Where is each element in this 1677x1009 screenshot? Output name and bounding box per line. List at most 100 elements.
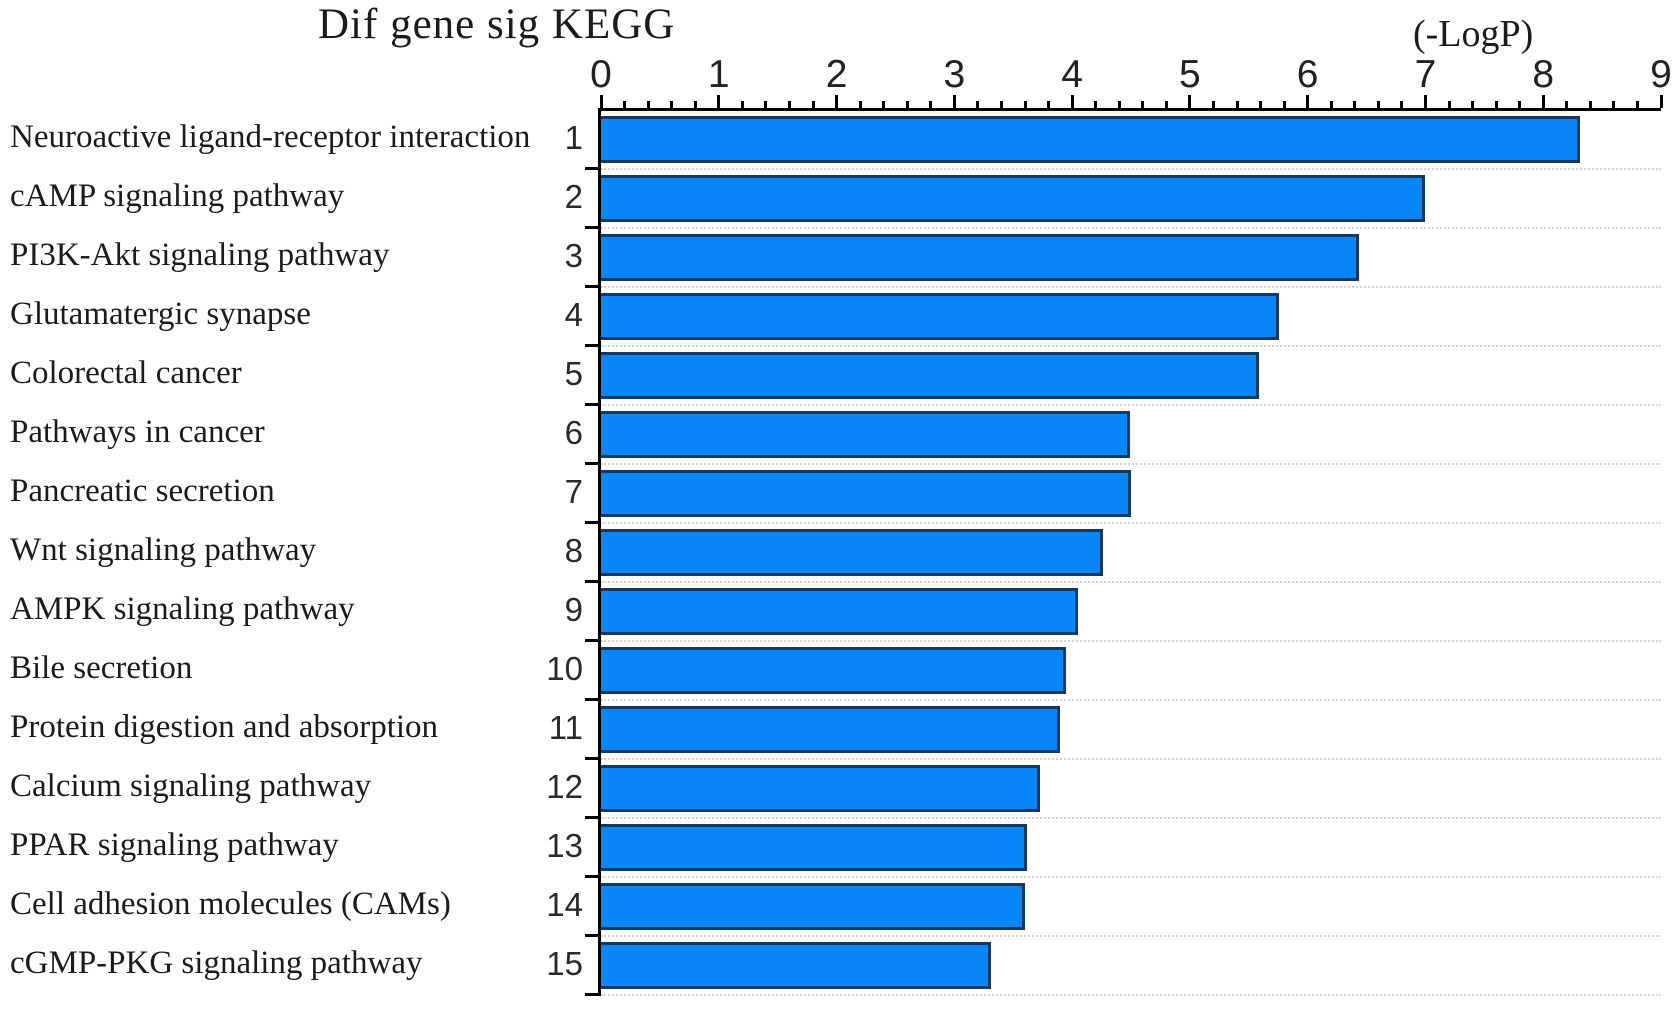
x-minor-tick: [623, 101, 627, 108]
x-minor-tick: [1565, 101, 1569, 108]
y-axis-row-tick: [585, 993, 598, 996]
rank-number: 11: [548, 708, 583, 746]
x-minor-tick: [1400, 101, 1404, 108]
x-tick-label: 2: [825, 53, 848, 96]
rank-number: 14: [546, 885, 583, 923]
bar-3: [601, 234, 1360, 281]
category-label: cAMP signaling pathway: [10, 178, 345, 215]
plot-area: 0 1 2 3 4 5 6 7 8 9: [585, 55, 1672, 996]
x-minor-tick: [1023, 101, 1027, 108]
rank-number: 15: [546, 944, 583, 982]
bar-2: [601, 175, 1426, 222]
bar-15: [601, 942, 991, 989]
rank-number: 6: [564, 413, 583, 451]
category-label: PI3K-Akt signaling pathway: [10, 237, 390, 274]
x-tick-label: 0: [590, 53, 612, 96]
y-axis-row-tick: [585, 580, 598, 583]
x-minor-tick: [670, 101, 674, 108]
bar-row: [585, 288, 1661, 347]
rank-number: 13: [546, 826, 583, 864]
category-label: Bile secretion: [10, 650, 193, 687]
x-minor-tick: [1447, 101, 1451, 108]
chart-title: Dif gene sig KEGG: [318, 1, 676, 48]
bar-5: [601, 352, 1260, 399]
bar-13: [601, 824, 1028, 871]
x-minor-tick: [1164, 101, 1168, 108]
x-tick-label: 8: [1532, 53, 1555, 96]
x-minor-tick: [811, 101, 815, 108]
rank-number: 9: [564, 590, 583, 628]
x-minor-tick: [1282, 101, 1286, 108]
x-major-tick: [952, 95, 956, 108]
x-major-tick: [1070, 95, 1074, 108]
x-minor-tick: [1329, 101, 1333, 108]
bar-row: [585, 524, 1661, 583]
bar-row: [585, 642, 1661, 701]
bar-11: [601, 706, 1061, 753]
bar-row: [585, 229, 1661, 288]
x-minor-tick: [1211, 101, 1215, 108]
bar-10: [601, 647, 1067, 694]
bar-7: [601, 470, 1131, 517]
x-minor-tick: [693, 101, 697, 108]
x-minor-tick: [1471, 101, 1475, 108]
x-major-tick: [835, 95, 839, 108]
x-major-tick: [1659, 95, 1663, 108]
bar-9: [601, 588, 1078, 635]
category-label: Calcium signaling pathway: [10, 768, 372, 805]
y-axis-row-tick: [585, 285, 598, 288]
y-axis-row-tick: [585, 816, 598, 819]
y-axis-row-tick: [585, 344, 598, 347]
category-label: Pathways in cancer: [10, 414, 265, 451]
x-minor-tick: [976, 101, 980, 108]
y-axis-row-tick: [585, 639, 598, 642]
category-label: Glutamatergic synapse: [10, 296, 311, 333]
category-label: cGMP-PKG signaling pathway: [10, 945, 423, 982]
x-major-tick: [1306, 95, 1310, 108]
bar-row: [585, 878, 1661, 937]
bar-12: [601, 765, 1041, 812]
x-major-tick: [599, 95, 603, 108]
bar-row: [585, 760, 1661, 819]
x-minor-tick: [1635, 101, 1639, 108]
category-label: Protein digestion and absorption: [10, 709, 439, 746]
x-major-tick: [1541, 95, 1545, 108]
rank-number: 7: [564, 472, 583, 510]
category-label: Neuroactive ligand-receptor interaction: [10, 119, 531, 156]
x-tick-label: 1: [707, 53, 730, 96]
rank-number: 12: [546, 767, 583, 805]
bar-row: [585, 701, 1661, 760]
x-minor-tick: [1047, 101, 1051, 108]
rank-number: 1: [564, 118, 583, 156]
x-major-tick: [717, 95, 721, 108]
x-minor-tick: [1235, 101, 1239, 108]
y-axis-row-tick: [585, 403, 598, 406]
x-minor-tick: [929, 101, 933, 108]
x-minor-tick: [858, 101, 862, 108]
category-label: PPAR signaling pathway: [10, 827, 339, 864]
bar-6: [601, 411, 1130, 458]
x-minor-tick: [1376, 101, 1380, 108]
x-minor-tick: [740, 101, 744, 108]
rank-number: 3: [564, 236, 583, 274]
rank-number: 10: [546, 649, 583, 687]
x-tick-label: 6: [1296, 53, 1319, 96]
rank-number: 2: [564, 177, 583, 215]
bar-1: [601, 116, 1580, 163]
category-label: Cell adhesion molecules (CAMs): [10, 886, 451, 923]
x-tick-label: 7: [1414, 53, 1437, 96]
y-axis-row-tick: [585, 521, 598, 524]
x-tick-label: 3: [943, 53, 966, 96]
category-label: Wnt signaling pathway: [10, 532, 317, 569]
x-minor-tick: [1259, 101, 1263, 108]
x-major-tick: [1423, 95, 1427, 108]
category-label: Pancreatic secretion: [10, 473, 275, 510]
x-minor-tick: [1518, 101, 1522, 108]
bar-row: [585, 937, 1661, 996]
category-label: AMPK signaling pathway: [10, 591, 355, 628]
x-axis-unit-label: (-LogP): [1413, 13, 1534, 55]
x-tick-label: 5: [1179, 53, 1201, 96]
x-major-tick: [1188, 95, 1192, 108]
bar-row: [585, 406, 1661, 465]
y-axis-row-tick: [585, 167, 598, 170]
